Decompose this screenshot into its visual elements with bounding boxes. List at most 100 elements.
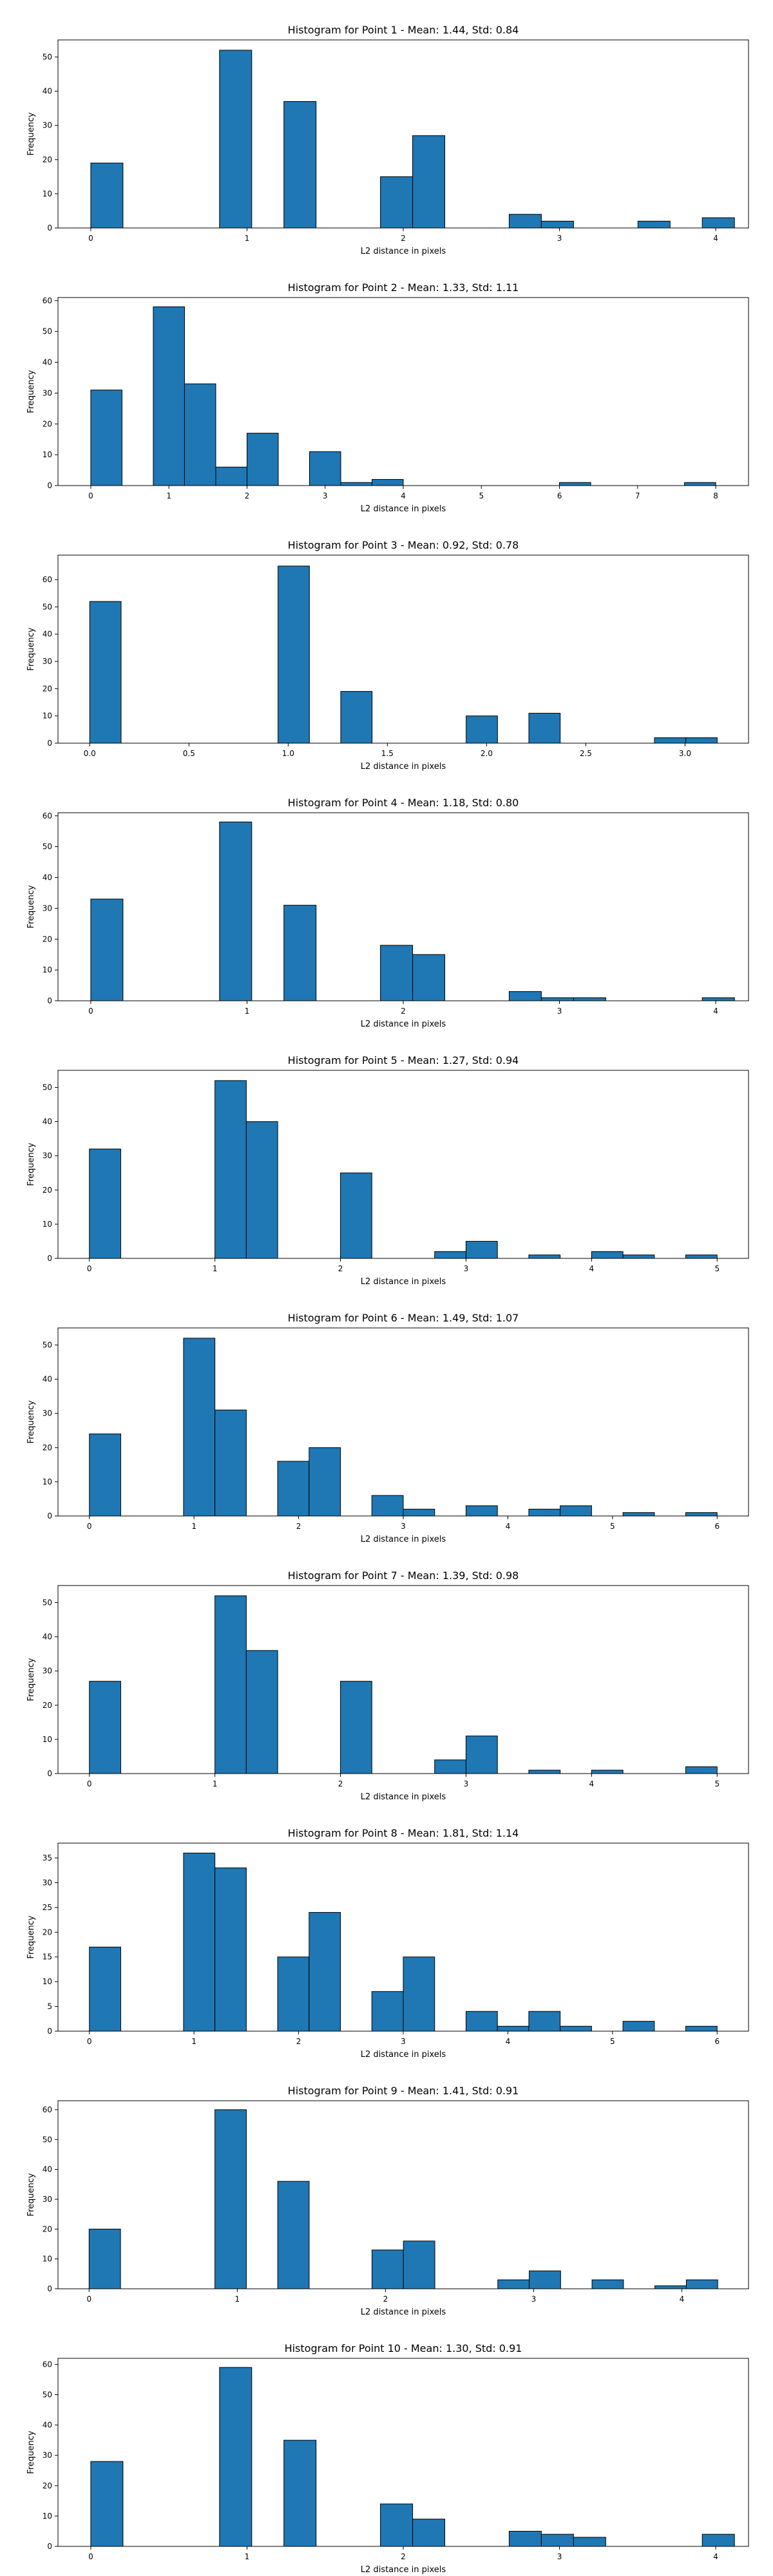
histogram-bar [684, 482, 716, 486]
histogram-bar [508, 991, 542, 1001]
histogram-bar [215, 1867, 247, 2032]
x-tick-label: 5 [479, 491, 484, 500]
histogram-bar [90, 898, 124, 1001]
histogram-bar [183, 1852, 216, 2032]
histogram-bar [528, 1770, 561, 1774]
histogram-bar [246, 433, 279, 486]
histogram-bar [219, 50, 253, 229]
histogram-bar [559, 482, 591, 486]
y-tick-label: 20 [43, 1443, 52, 1452]
x-tick-label: 2 [296, 2037, 301, 2046]
histogram-bar [380, 2503, 414, 2547]
histogram-bar [309, 1447, 341, 1517]
histogram-bar [465, 2011, 498, 2032]
x-tick-label: 6 [714, 2037, 720, 2046]
y-tick-label: 40 [43, 358, 52, 367]
histogram-bar [573, 997, 606, 1001]
y-tick-label: 40 [43, 87, 52, 96]
histogram-panel-5: Histogram for Point 5 - Mean: 1.27, Std:… [26, 1054, 749, 1287]
histogram-bar [380, 945, 414, 1001]
y-tick-label: 10 [43, 189, 52, 198]
x-tick-label: 2.0 [481, 749, 493, 758]
histogram-bar [528, 1255, 561, 1259]
y-tick-label: 50 [43, 842, 52, 851]
histogram-bar [622, 1512, 655, 1517]
x-tick-label: 3 [557, 1007, 562, 1016]
chart-title: Histogram for Point 5 - Mean: 1.27, Std:… [288, 1054, 519, 1066]
x-tick-label: 2 [296, 1522, 301, 1531]
y-tick-label: 10 [43, 450, 52, 459]
y-tick-label: 40 [43, 1117, 52, 1126]
histogram-bar [277, 1956, 310, 2032]
histogram-bar [540, 220, 574, 229]
x-axis-label: L2 distance in pixels [361, 1277, 446, 1287]
histogram-bar [685, 1512, 718, 1517]
x-tick-label: 4 [713, 2552, 718, 2561]
x-axis-label: L2 distance in pixels [361, 504, 446, 514]
x-tick-label: 1.0 [282, 749, 294, 758]
x-axis-label: L2 distance in pixels [361, 1019, 446, 1029]
histogram-bar [215, 1595, 247, 1774]
histogram-bar [528, 2011, 561, 2032]
y-tick-label: 15 [43, 1953, 52, 1962]
x-tick-label: 3 [323, 491, 328, 500]
histogram-bar [340, 1172, 372, 1259]
x-tick-label: 0 [88, 1007, 93, 1016]
histogram-bar [309, 1912, 341, 2032]
y-tick-label: 30 [43, 2195, 52, 2204]
histogram-bar [497, 2025, 530, 2032]
histogram-bar [90, 162, 124, 229]
histogram-bar [465, 1736, 498, 1774]
y-tick-label: 50 [43, 1341, 52, 1350]
y-tick-label: 40 [43, 2165, 52, 2174]
axes-frame [57, 1585, 749, 1774]
histogram-bar [560, 2025, 592, 2032]
histogram-bar [622, 2021, 655, 2032]
y-tick-label: 40 [43, 2421, 52, 2430]
x-tick-label: 7 [635, 491, 640, 500]
histogram-bar [685, 1255, 718, 1259]
x-tick-label: 4 [589, 1264, 595, 1273]
histogram-panel-6: Histogram for Point 6 - Mean: 1.49, Std:… [26, 1312, 749, 1544]
x-tick-label: 3 [464, 1264, 469, 1273]
histogram-bar [412, 135, 446, 229]
y-tick-label: 0 [47, 2027, 52, 2036]
y-tick-label: 10 [43, 965, 52, 974]
x-tick-label: 4 [506, 1522, 511, 1531]
histogram-panel-8: Histogram for Point 8 - Mean: 1.81, Std:… [26, 1827, 749, 2060]
x-tick-label: 2 [338, 1264, 343, 1273]
x-axis-label: L2 distance in pixels [361, 1792, 446, 1802]
y-tick-label: 0 [47, 996, 52, 1005]
axes-frame [57, 2100, 749, 2289]
x-tick-label: 4 [713, 1007, 718, 1016]
y-tick-label: 40 [43, 630, 52, 639]
histogram-bar [277, 2181, 310, 2289]
x-tick-label: 5 [714, 1264, 720, 1273]
y-tick-label: 10 [43, 1477, 52, 1486]
y-tick-label: 10 [43, 2255, 52, 2264]
x-tick-label: 2 [401, 234, 406, 243]
y-axis-label: Frequency [26, 1142, 36, 1186]
x-tick-label: 4 [506, 2037, 511, 2046]
y-tick-label: 60 [43, 811, 52, 820]
x-tick-label: 1 [166, 491, 171, 500]
y-tick-label: 30 [43, 388, 52, 397]
y-axis-label: Frequency [26, 1400, 36, 1443]
histogram-panel-9: Histogram for Point 9 - Mean: 1.41, Std:… [26, 2085, 749, 2317]
y-tick-label: 0 [47, 1769, 52, 1778]
histogram-bar [560, 1505, 592, 1517]
histogram-bar [701, 997, 735, 1001]
y-tick-label: 50 [43, 53, 52, 62]
x-tick-label: 5 [714, 1779, 720, 1788]
histogram-bar [340, 691, 373, 744]
histogram-bar [340, 1681, 372, 1774]
x-axis-label: L2 distance in pixels [361, 762, 446, 772]
y-axis-label: Frequency [26, 1915, 36, 1958]
histogram-bar [340, 482, 372, 486]
y-tick-label: 20 [43, 1927, 52, 1937]
x-tick-label: 5 [610, 2037, 615, 2046]
histogram-bar [215, 1409, 247, 1517]
x-tick-label: 2.5 [580, 749, 592, 758]
histogram-bar [540, 2533, 574, 2547]
x-axis-label: L2 distance in pixels [361, 247, 446, 256]
